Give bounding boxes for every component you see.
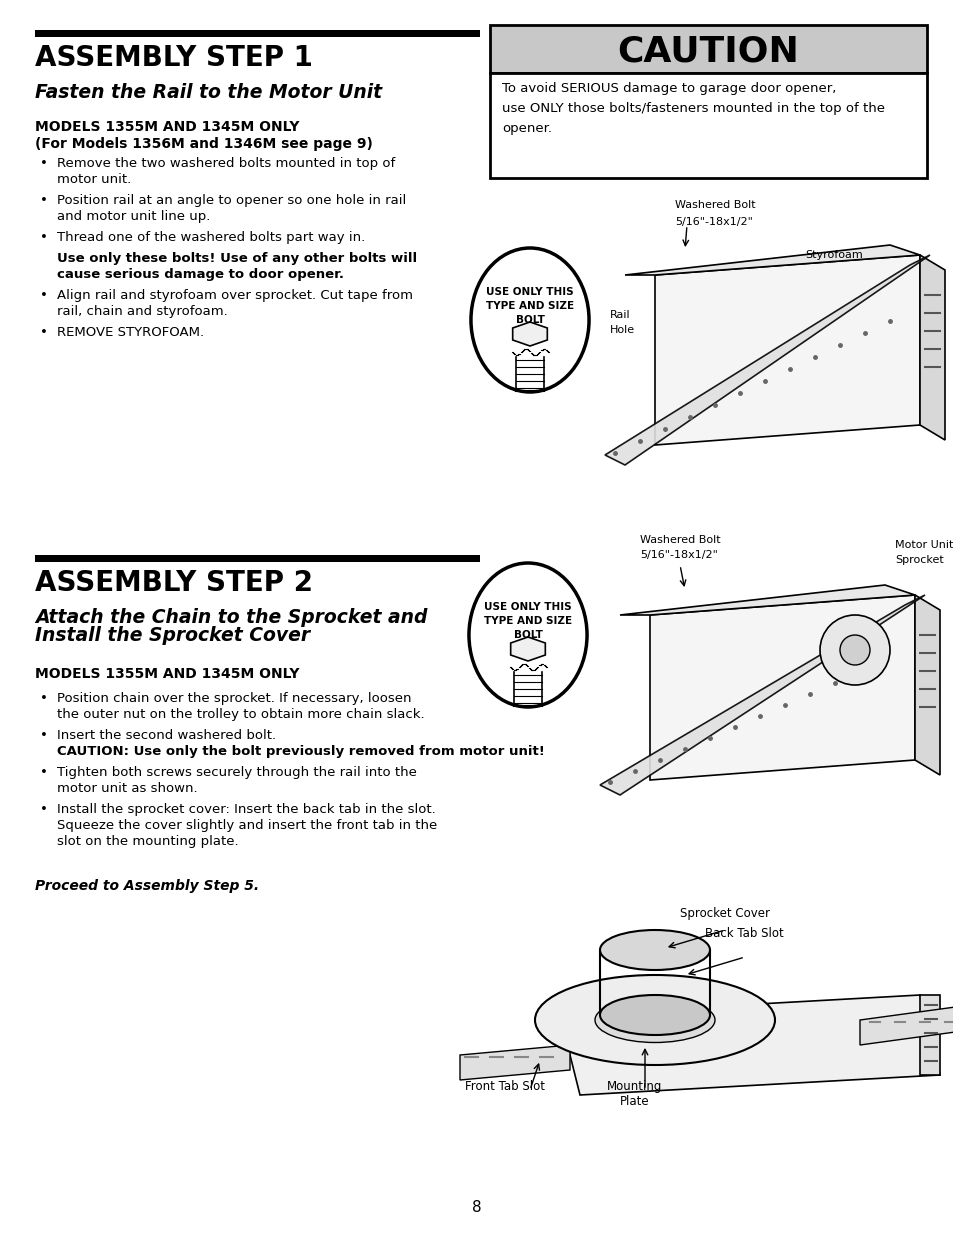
Text: •: • [40,157,48,170]
Ellipse shape [469,563,586,706]
Text: •: • [40,766,48,779]
Text: Back Tab Slot: Back Tab Slot [704,927,783,940]
Text: 8: 8 [472,1200,481,1215]
Ellipse shape [599,930,709,969]
Circle shape [840,635,869,664]
Bar [490,73,926,178]
Text: Hole: Hole [609,325,635,335]
Text: Mounting: Mounting [607,1079,662,1093]
Text: Install the sprocket cover: Insert the back tab in the slot.: Install the sprocket cover: Insert the b… [57,803,436,816]
Ellipse shape [595,998,714,1042]
Text: To avoid SERIOUS damage to garage door opener,: To avoid SERIOUS damage to garage door o… [501,82,836,95]
Text: motor unit.: motor unit. [57,173,132,186]
Polygon shape [649,595,914,781]
Text: Washered Bolt: Washered Bolt [639,535,720,545]
Text: slot on the mounting plate.: slot on the mounting plate. [57,835,238,848]
Ellipse shape [471,248,588,391]
Ellipse shape [535,974,774,1065]
Text: CAUTION: Use only the bolt previously removed from motor unit!: CAUTION: Use only the bolt previously re… [57,745,544,758]
Text: Tighten both screws securely through the rail into the: Tighten both screws securely through the… [57,766,416,779]
Text: USE ONLY THIS: USE ONLY THIS [486,287,573,296]
Bar [35,555,479,562]
Text: •: • [40,326,48,338]
Text: Attach the Chain to the Sprocket and: Attach the Chain to the Sprocket and [35,608,427,627]
Text: Sprocket: Sprocket [894,555,943,564]
Text: 5/16"-18x1/2": 5/16"-18x1/2" [639,550,717,559]
Polygon shape [599,595,924,795]
Text: TYPE AND SIZE: TYPE AND SIZE [483,616,572,626]
Polygon shape [914,595,939,776]
Polygon shape [655,254,919,445]
Text: Motor Unit: Motor Unit [894,540,952,550]
Polygon shape [919,995,939,1074]
Text: Remove the two washered bolts mounted in top of: Remove the two washered bolts mounted in… [57,157,395,170]
Text: rail, chain and styrofoam.: rail, chain and styrofoam. [57,305,228,317]
Text: REMOVE STYROFOAM.: REMOVE STYROFOAM. [57,326,204,338]
Text: Use only these bolts! Use of any other bolts will: Use only these bolts! Use of any other b… [57,252,416,266]
Text: Align rail and styrofoam over sprocket. Cut tape from: Align rail and styrofoam over sprocket. … [57,289,413,303]
Text: ASSEMBLY STEP 1: ASSEMBLY STEP 1 [35,44,313,72]
Text: Washered Bolt: Washered Bolt [675,200,755,210]
Polygon shape [459,1045,569,1079]
Text: Thread one of the washered bolts part way in.: Thread one of the washered bolts part wa… [57,231,365,245]
Text: Fasten the Rail to the Motor Unit: Fasten the Rail to the Motor Unit [35,83,382,103]
Text: Install the Sprocket Cover: Install the Sprocket Cover [35,626,310,645]
Text: USE ONLY THIS: USE ONLY THIS [484,601,571,613]
Text: •: • [40,803,48,816]
Text: MODELS 1355M AND 1345M ONLY: MODELS 1355M AND 1345M ONLY [35,667,299,680]
Polygon shape [919,254,944,440]
Text: cause serious damage to door opener.: cause serious damage to door opener. [57,268,344,282]
Text: Squeeze the cover slightly and insert the front tab in the: Squeeze the cover slightly and insert th… [57,819,436,832]
Text: MODELS 1355M AND 1345M ONLY: MODELS 1355M AND 1345M ONLY [35,120,299,135]
Text: the outer nut on the trolley to obtain more chain slack.: the outer nut on the trolley to obtain m… [57,708,424,721]
Text: Styrofoam: Styrofoam [804,249,862,261]
Polygon shape [624,245,919,275]
Text: motor unit as shown.: motor unit as shown. [57,782,197,795]
Text: Rail: Rail [609,310,630,320]
Text: Position rail at an angle to opener so one hole in rail: Position rail at an angle to opener so o… [57,194,406,207]
Text: (For Models 1356M and 1346M see page 9): (For Models 1356M and 1346M see page 9) [35,137,373,151]
Text: 5/16"-18x1/2": 5/16"-18x1/2" [675,217,752,227]
Text: CAUTION: CAUTION [617,35,799,68]
Ellipse shape [599,995,709,1035]
Text: •: • [40,231,48,245]
Text: Plate: Plate [619,1095,649,1108]
Text: BOLT: BOLT [513,630,542,640]
Bar [490,25,926,73]
Text: use ONLY those bolts/fasteners mounted in the top of the: use ONLY those bolts/fasteners mounted i… [501,103,884,115]
Text: Proceed to Assembly Step 5.: Proceed to Assembly Step 5. [35,879,259,893]
Text: •: • [40,289,48,303]
Bar [35,30,479,37]
Text: opener.: opener. [501,122,552,135]
Text: TYPE AND SIZE: TYPE AND SIZE [485,301,574,311]
Polygon shape [604,254,929,466]
Polygon shape [859,1005,953,1045]
Text: •: • [40,692,48,705]
Polygon shape [619,585,914,615]
Text: and motor unit line up.: and motor unit line up. [57,210,211,224]
Polygon shape [510,637,545,661]
Polygon shape [559,995,939,1095]
Text: ASSEMBLY STEP 2: ASSEMBLY STEP 2 [35,569,313,597]
Text: Insert the second washered bolt.: Insert the second washered bolt. [57,729,280,742]
Circle shape [820,615,889,685]
Text: BOLT: BOLT [515,315,544,325]
Text: Front Tab Slot: Front Tab Slot [464,1079,544,1093]
Text: Sprocket Cover: Sprocket Cover [679,906,769,920]
Text: Position chain over the sprocket. If necessary, loosen: Position chain over the sprocket. If nec… [57,692,411,705]
Text: •: • [40,729,48,742]
Text: •: • [40,194,48,207]
Polygon shape [512,322,547,346]
